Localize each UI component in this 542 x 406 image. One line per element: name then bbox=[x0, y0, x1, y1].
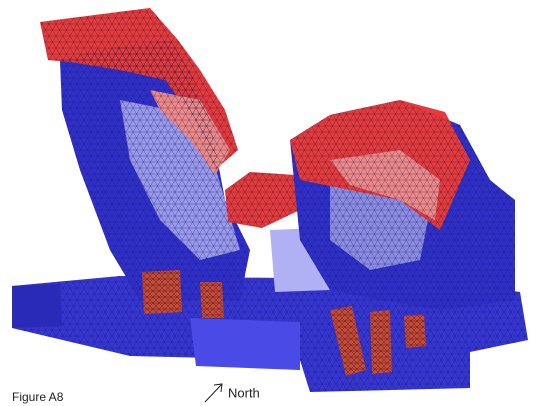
middle-ledge-mesh bbox=[225, 172, 300, 228]
right-tower-mesh bbox=[290, 100, 515, 310]
base-front-block bbox=[190, 318, 300, 370]
compass-label: North bbox=[228, 385, 260, 400]
model bbox=[12, 8, 528, 392]
page: {"caption": "Figure A8", "compass": {"la… bbox=[0, 0, 542, 406]
figure-caption: Figure A8 bbox=[12, 390, 64, 404]
mesh-figure: Figure A8 North bbox=[0, 0, 542, 406]
north-arrow bbox=[205, 384, 222, 402]
left-tower-mesh bbox=[60, 40, 250, 300]
base-left-block bbox=[12, 284, 62, 328]
